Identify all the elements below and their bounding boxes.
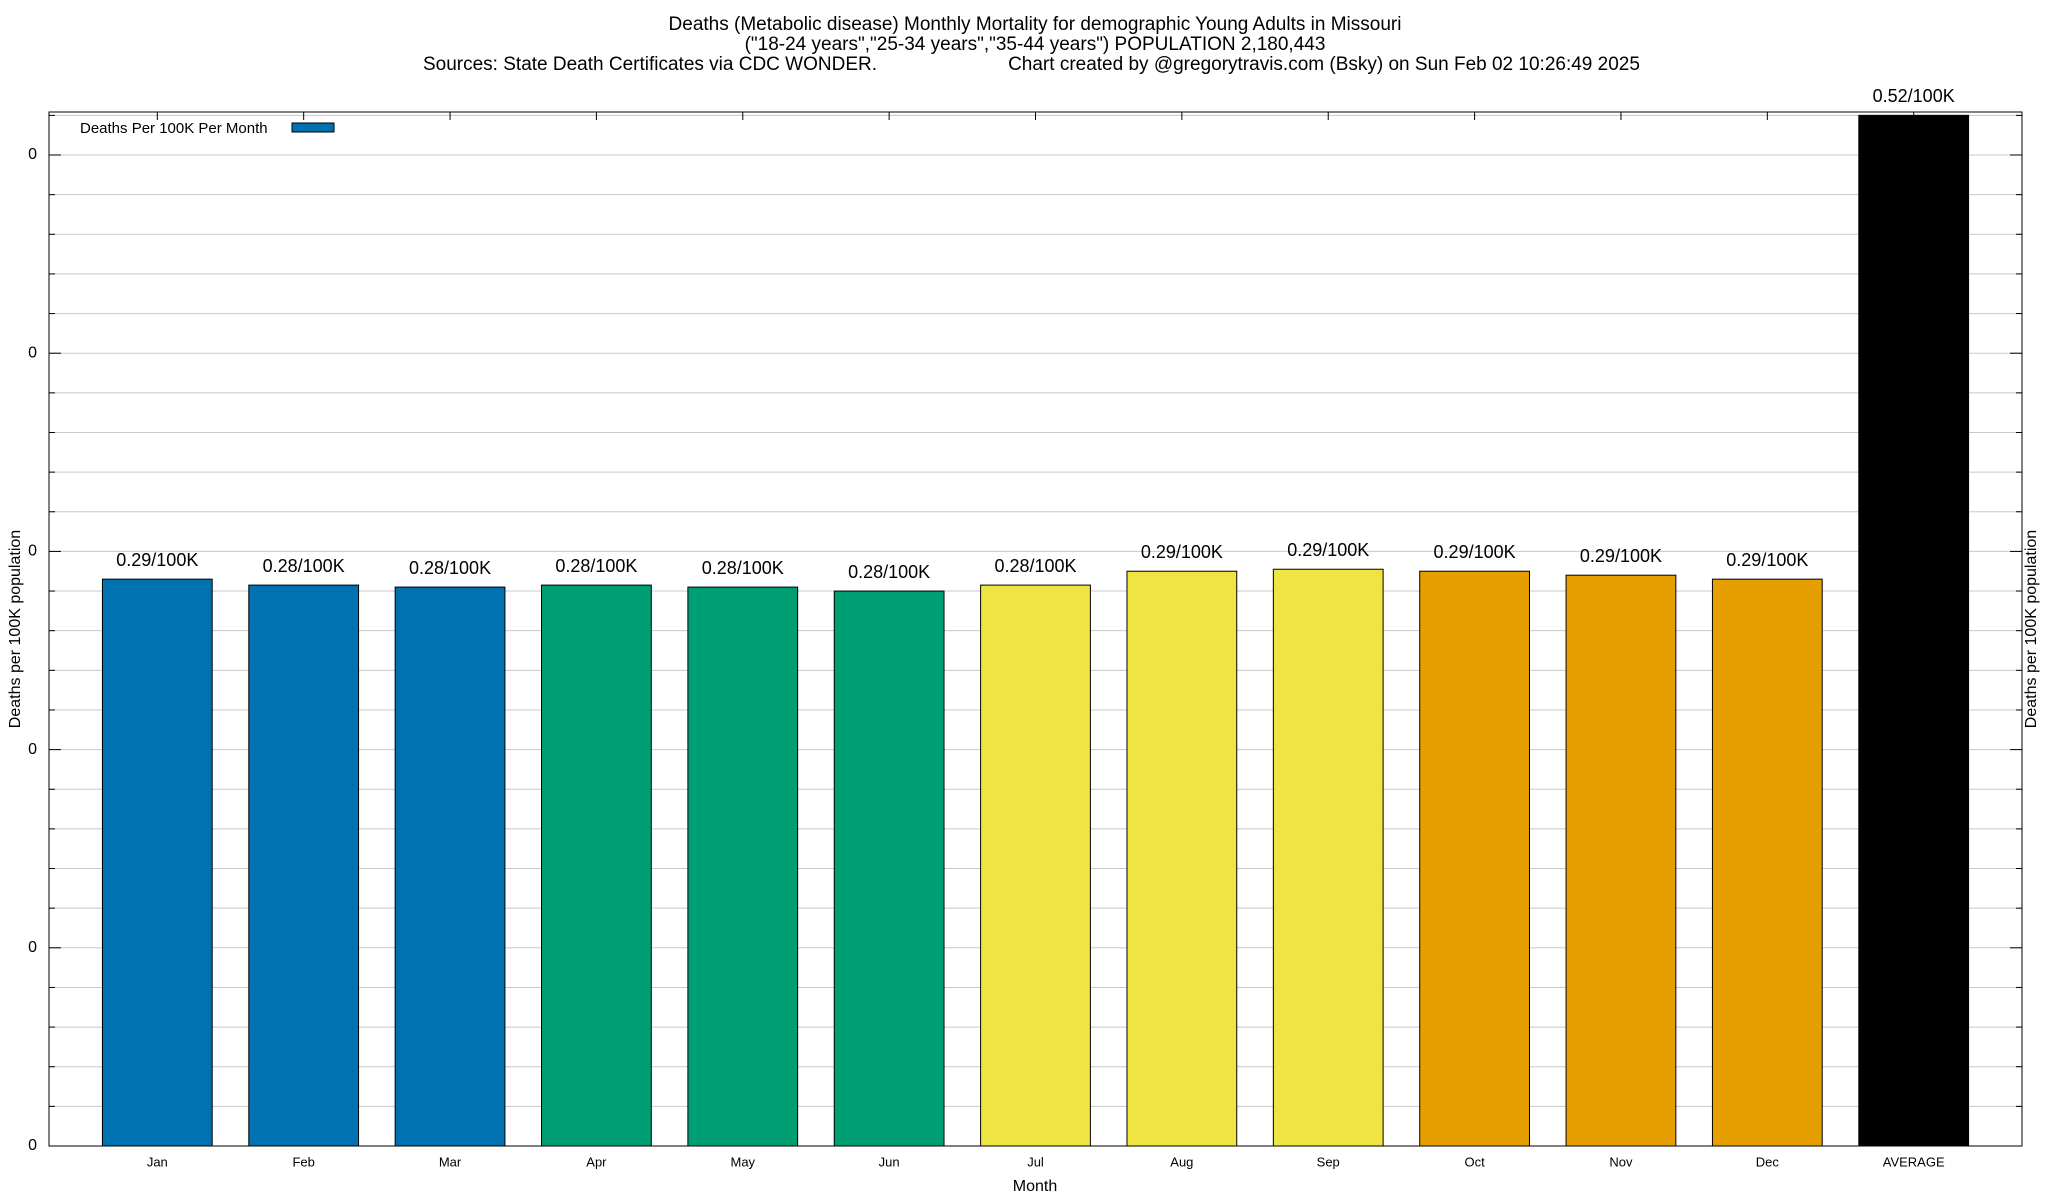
x-tick-label: Feb [292,1154,314,1169]
value-label: 0.28/100K [702,558,784,578]
y-tick-label: 0 [28,344,37,361]
x-axis-label: Month [1013,1178,1057,1195]
x-tick-label: Aug [1170,1154,1193,1169]
bar [687,586,799,1147]
chart-subtitle: ("18-24 years","25-34 years","35-44 year… [745,34,1326,55]
x-tick-label: Jan [147,1154,168,1169]
bar [1565,574,1677,1147]
bar [541,584,652,1147]
plot-frame [48,111,2023,1147]
bar [394,586,506,1147]
value-label: 0.29/100K [1434,542,1516,562]
value-label: 0.29/100K [1726,550,1808,570]
value-label: 0.28/100K [409,558,491,578]
bar [1858,114,1970,1147]
value-label: 0.28/100K [555,556,637,576]
x-tick-label: Dec [1756,1154,1780,1169]
bar [833,590,945,1147]
y-tick-label: 0 [28,543,37,560]
x-tick-label: Sep [1317,1154,1340,1169]
credit: Chart created by @gregorytravis.com (Bsk… [1008,54,1640,75]
bar [248,584,360,1147]
value-label: 0.29/100K [116,550,198,570]
value-label: 0.52/100K [1873,86,1955,106]
bar [1419,570,1530,1147]
x-tick-label: May [730,1154,755,1169]
legend-swatch [291,122,335,133]
value-label: 0.28/100K [848,562,930,582]
x-tick-label: Oct [1464,1154,1485,1169]
value-label: 0.29/100K [1287,540,1369,560]
x-tick-label: Nov [1609,1154,1633,1169]
y-tick-label: 0 [28,741,37,758]
value-label: 0.29/100K [1141,542,1223,562]
source: Sources: State Death Certificates via CD… [423,54,877,75]
x-tick-label: Apr [586,1154,607,1169]
x-tick-label: AVERAGE [1883,1154,1945,1169]
y-tick-label: 0 [28,1137,37,1154]
bar [980,584,1091,1147]
x-tick-label: Mar [439,1154,462,1169]
y-tick-label: 0 [28,939,37,956]
bar [1711,578,1823,1147]
x-tick-label: Jun [879,1154,900,1169]
bar [1126,570,1238,1147]
y-axis-label: Deaths per 100K population [7,530,24,728]
value-label: 0.28/100K [263,556,345,576]
chart-title: Deaths (Metabolic disease) Monthly Morta… [669,14,1402,35]
value-label: 0.28/100K [994,556,1076,576]
bar [1272,568,1384,1147]
bar [101,578,213,1147]
y2-axis-label: Deaths per 100K population [2023,530,2040,728]
value-label: 0.29/100K [1580,546,1662,566]
x-tick-label: Jul [1027,1154,1044,1169]
y-tick-label: 0 [28,146,37,163]
legend-label: Deaths Per 100K Per Month [80,120,268,137]
